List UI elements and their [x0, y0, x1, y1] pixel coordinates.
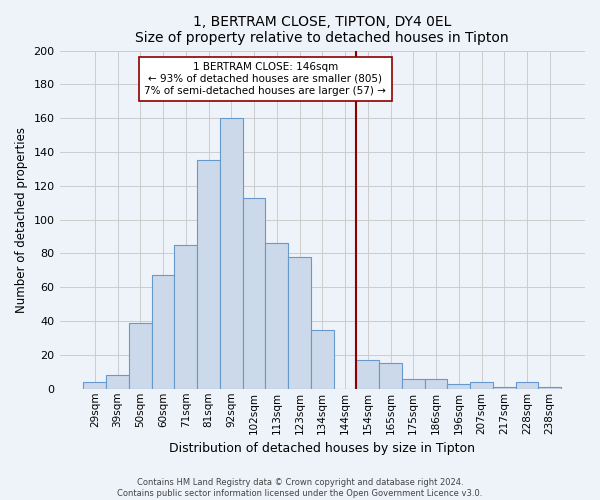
Text: 1 BERTRAM CLOSE: 146sqm
← 93% of detached houses are smaller (805)
7% of semi-de: 1 BERTRAM CLOSE: 146sqm ← 93% of detache… — [145, 62, 386, 96]
Bar — [83, 382, 106, 389]
Bar — [197, 160, 220, 389]
Bar — [106, 375, 129, 389]
Bar — [265, 244, 288, 389]
Bar — [220, 118, 242, 389]
Bar — [311, 330, 334, 389]
Bar — [425, 378, 448, 389]
Bar — [152, 276, 175, 389]
Bar — [129, 323, 152, 389]
Bar — [448, 384, 470, 389]
Title: 1, BERTRAM CLOSE, TIPTON, DY4 0EL
Size of property relative to detached houses i: 1, BERTRAM CLOSE, TIPTON, DY4 0EL Size o… — [136, 15, 509, 45]
Y-axis label: Number of detached properties: Number of detached properties — [15, 126, 28, 312]
Bar — [288, 257, 311, 389]
Bar — [356, 360, 379, 389]
Bar — [538, 387, 561, 389]
Bar — [379, 364, 402, 389]
Bar — [470, 382, 493, 389]
Bar — [242, 198, 265, 389]
X-axis label: Distribution of detached houses by size in Tipton: Distribution of detached houses by size … — [169, 442, 475, 455]
Text: Contains HM Land Registry data © Crown copyright and database right 2024.
Contai: Contains HM Land Registry data © Crown c… — [118, 478, 482, 498]
Bar — [402, 378, 425, 389]
Bar — [515, 382, 538, 389]
Bar — [493, 387, 515, 389]
Bar — [175, 245, 197, 389]
